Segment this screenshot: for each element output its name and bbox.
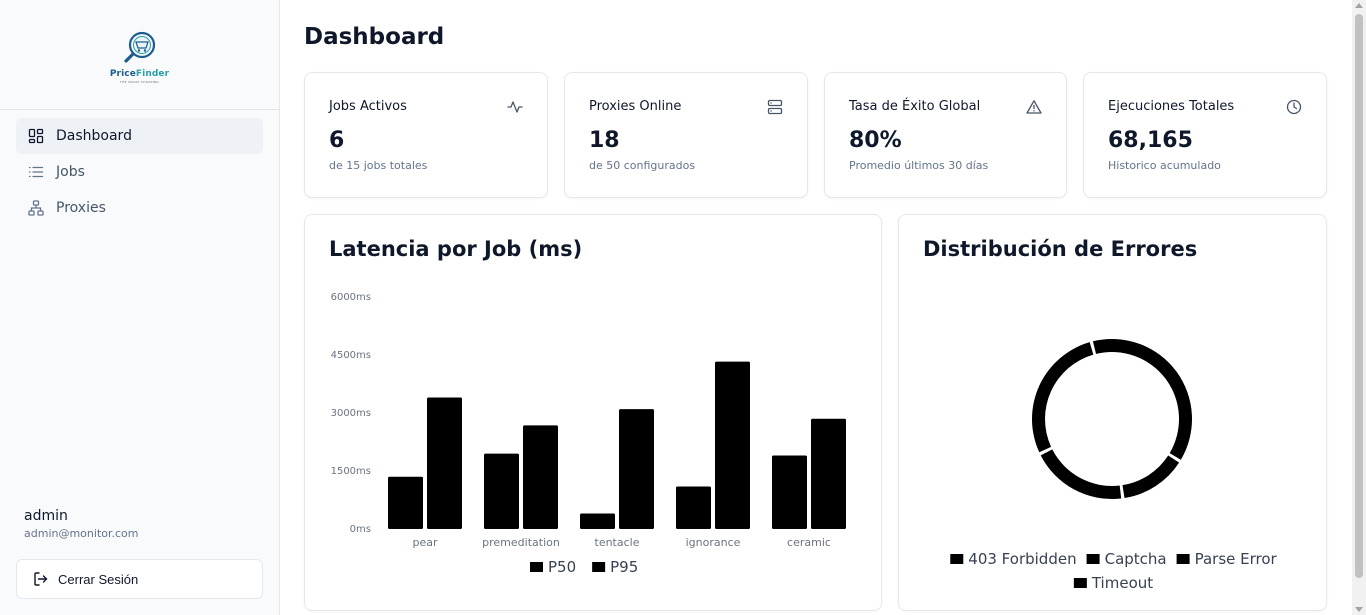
legend-label: 403 Forbidden: [968, 550, 1076, 568]
bar-p50-ceramic: [772, 455, 807, 529]
brand-name: PriceFinder: [109, 68, 170, 79]
errors-panel: Distribución de Errores 403 Forbidden Cap…: [898, 214, 1327, 611]
stat-card-ejecuciones: Ejecuciones Totales 68,165 Historico acu…: [1083, 72, 1327, 198]
legend-row: Timeout: [1073, 574, 1153, 592]
legend-swatch-p50: [530, 562, 543, 572]
x-tick-label: tentacle: [595, 536, 640, 549]
legend-swatch: [1176, 554, 1190, 564]
bar-p95-ignorance: [715, 361, 750, 529]
legend-label-p95: P95: [610, 558, 638, 576]
alert-triangle-icon: [1026, 100, 1042, 114]
sidebar-item-proxies[interactable]: Proxies: [16, 190, 263, 226]
legend-label-p50: P50: [548, 558, 576, 576]
donut-slice-timeout: [1032, 342, 1094, 453]
bar-p95-ceramic: [811, 418, 846, 529]
magnifier-logo-icon: [123, 31, 155, 63]
scrollbar-thumb[interactable]: [1355, 14, 1363, 578]
user-email: admin@monitor.com: [24, 527, 139, 540]
bar-p95-pear: [427, 397, 462, 529]
bar-p50-tentacle: [580, 513, 615, 529]
x-tick-label: pear: [412, 536, 437, 549]
brand-tagline: THE SMART SHOPPING: [119, 79, 160, 84]
legend-swatch: [950, 554, 964, 564]
bar-p95-premeditation: [523, 425, 558, 529]
scroll-down-arrow-icon[interactable]: [1355, 607, 1363, 612]
stat-card-tasa-exito: Tasa de Éxito Global 80% Promedio último…: [824, 72, 1067, 198]
stat-title: Jobs Activos: [329, 99, 407, 114]
y-tick-label: 3000ms: [331, 408, 371, 419]
page-title: Dashboard: [304, 24, 445, 50]
sidebar: PriceFinder THE SMART SHOPPING Dashboard…: [0, 0, 280, 615]
legend-swatch: [1073, 578, 1087, 588]
latency-panel: Latencia por Job (ms) 0ms 1500ms 3000ms 450…: [304, 214, 882, 611]
sidebar-item-label: Proxies: [56, 200, 106, 216]
stat-title: Ejecuciones Totales: [1108, 99, 1235, 114]
bar-p50-pear: [388, 476, 423, 529]
logout-button[interactable]: Cerrar Sesión: [16, 559, 263, 599]
stat-card-proxies-online: Proxies Online 18 de 50 configurados: [564, 72, 808, 198]
stat-value: 68,165: [1108, 128, 1193, 153]
legend-label: Parse Error: [1195, 550, 1278, 568]
stat-subtitle: de 50 configurados: [589, 159, 696, 172]
sidebar-item-label: Jobs: [56, 164, 85, 180]
stat-subtitle: de 15 jobs totales: [329, 159, 428, 172]
stat-subtitle: Historico acumulado: [1108, 159, 1221, 172]
stat-title: Proxies Online: [589, 99, 682, 114]
x-tick-label: ceramic: [787, 536, 831, 549]
scrollbar[interactable]: [1352, 0, 1366, 615]
list-icon: [28, 166, 44, 178]
user-info: admin admin@monitor.com: [24, 508, 139, 540]
scroll-up-arrow-icon[interactable]: [1355, 3, 1363, 8]
stat-value: 80%: [849, 128, 902, 153]
sidebar-item-label: Dashboard: [56, 128, 132, 144]
y-tick-label: 0ms: [350, 524, 371, 535]
legend-label: Timeout: [1091, 574, 1153, 592]
errors-panel-title: Distribución de Errores: [923, 237, 1198, 261]
bar-p50-ignorance: [676, 486, 711, 529]
y-tick-label: 6000ms: [331, 292, 371, 303]
user-name: admin: [24, 508, 68, 524]
latency-bar-chart: 0ms 1500ms 3000ms 4500ms 6000ms pear premedita…: [331, 292, 846, 576]
donut-slice-parse-error: [1040, 449, 1122, 499]
network-icon: [28, 200, 44, 216]
stat-card-jobs-activos: Jobs Activos 6 de 15 jobs totales: [304, 72, 548, 198]
latency-panel-title: Latencia por Job (ms): [329, 237, 583, 261]
stat-value: 6: [329, 128, 345, 153]
sidebar-item-dashboard[interactable]: Dashboard: [16, 118, 263, 154]
sidebar-nav: Dashboard Jobs Proxies: [0, 110, 279, 226]
logout-label: Cerrar Sesión: [58, 571, 139, 587]
clock-icon: [1286, 99, 1302, 115]
errors-donut-chart: 403 Forbidden Captcha Parse Error Timeout: [950, 339, 1278, 592]
y-tick-label: 4500ms: [331, 350, 371, 361]
sidebar-item-jobs[interactable]: Jobs: [16, 154, 263, 190]
y-tick-label: 1500ms: [331, 466, 371, 477]
x-tick-label: ignorance: [686, 536, 741, 549]
donut-slice-403-forbidden: [1092, 339, 1192, 460]
server-icon: [767, 99, 783, 115]
legend-label: Captcha: [1105, 550, 1167, 568]
bar-p95-tentacle: [619, 409, 654, 529]
legend-swatch: [1086, 554, 1100, 564]
logout-icon: [34, 572, 48, 586]
donut-slice-captcha: [1122, 455, 1180, 499]
dashboard-icon: [28, 128, 44, 144]
stat-title: Tasa de Éxito Global: [849, 99, 981, 114]
brand-logo[interactable]: PriceFinder THE SMART SHOPPING: [0, 0, 279, 110]
x-tick-label: premeditation: [482, 536, 560, 549]
legend-swatch-p95: [592, 562, 606, 572]
stat-value: 18: [589, 128, 620, 153]
legend-row: 403 Forbidden Captcha Parse Error: [950, 550, 1278, 568]
bar-p50-premeditation: [484, 453, 519, 529]
stat-subtitle: Promedio últimos 30 días: [849, 159, 989, 172]
activity-icon: [507, 101, 523, 113]
